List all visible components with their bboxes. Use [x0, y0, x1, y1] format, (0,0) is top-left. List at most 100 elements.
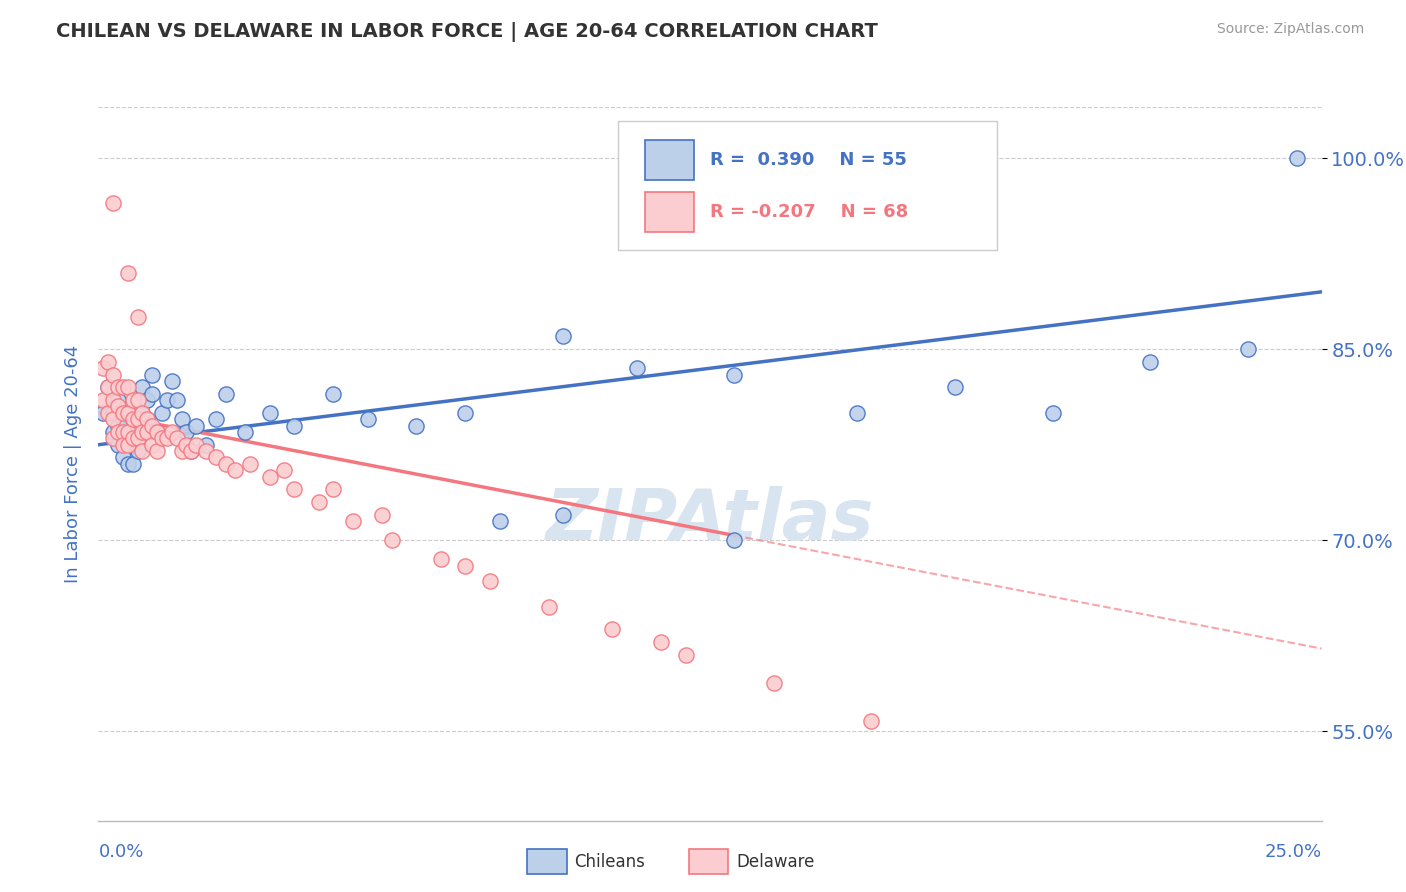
Point	[107, 418, 129, 433]
Point	[111, 406, 134, 420]
Point	[111, 431, 134, 445]
Point	[1139, 355, 1161, 369]
Point	[454, 558, 477, 573]
Point	[121, 431, 143, 445]
Point	[454, 406, 477, 420]
Point	[1042, 406, 1064, 420]
Point	[97, 380, 120, 394]
Point	[342, 514, 364, 528]
Point	[283, 483, 305, 497]
Point	[600, 623, 623, 637]
Text: ZIPAtlas: ZIPAtlas	[546, 486, 875, 556]
Point	[117, 457, 139, 471]
Point	[371, 508, 394, 522]
Point	[205, 412, 228, 426]
Point	[186, 438, 208, 452]
Point	[166, 393, 188, 408]
Point	[131, 425, 153, 439]
FancyBboxPatch shape	[619, 121, 997, 250]
Text: 25.0%: 25.0%	[1264, 843, 1322, 861]
Point	[131, 406, 153, 420]
Point	[91, 361, 114, 376]
Point	[156, 431, 179, 445]
Point	[430, 552, 453, 566]
Point	[170, 444, 193, 458]
Point	[146, 425, 169, 439]
Point	[121, 457, 143, 471]
Point	[553, 329, 575, 343]
Point	[195, 438, 218, 452]
Point	[553, 508, 575, 522]
Point	[195, 444, 218, 458]
Point	[322, 483, 344, 497]
Point	[127, 431, 149, 445]
Point	[97, 406, 120, 420]
Point	[131, 406, 153, 420]
Point	[107, 438, 129, 452]
Point	[107, 380, 129, 394]
Point	[233, 425, 256, 439]
Point	[97, 380, 120, 394]
Y-axis label: In Labor Force | Age 20-64: In Labor Force | Age 20-64	[63, 344, 82, 583]
Point	[101, 425, 124, 439]
Point	[860, 714, 883, 729]
Point	[117, 266, 139, 280]
Point	[845, 406, 868, 420]
Bar	[645, 140, 695, 180]
Point	[160, 425, 183, 439]
Point	[723, 533, 745, 548]
Point	[101, 195, 124, 210]
Text: Delaware: Delaware	[737, 853, 815, 871]
Point	[127, 310, 149, 325]
Point	[205, 450, 228, 465]
Point	[136, 412, 159, 426]
Point	[107, 400, 129, 414]
Text: Source: ZipAtlas.com: Source: ZipAtlas.com	[1216, 22, 1364, 37]
Point	[127, 393, 149, 408]
Text: R = -0.207    N = 68: R = -0.207 N = 68	[710, 203, 908, 221]
Point	[127, 412, 149, 426]
Point	[121, 393, 143, 408]
Point	[180, 444, 202, 458]
Point	[141, 418, 163, 433]
Point	[141, 438, 163, 452]
Point	[537, 599, 560, 614]
Point	[117, 425, 139, 439]
Bar	[645, 192, 695, 232]
Point	[626, 361, 648, 376]
Point	[141, 368, 163, 382]
Point	[273, 463, 295, 477]
Point	[91, 406, 114, 420]
Point	[214, 386, 236, 401]
Point	[224, 463, 246, 477]
Point	[650, 635, 672, 649]
Point	[308, 495, 330, 509]
Point	[146, 444, 169, 458]
Point	[156, 393, 179, 408]
Point	[283, 418, 305, 433]
Point	[478, 574, 501, 588]
Point	[101, 368, 124, 382]
Text: 0.0%: 0.0%	[98, 843, 143, 861]
Point	[166, 431, 188, 445]
Point	[117, 406, 139, 420]
Point	[356, 412, 378, 426]
Point	[488, 514, 510, 528]
Point	[150, 406, 173, 420]
Point	[1237, 342, 1260, 356]
Point	[127, 444, 149, 458]
Point	[723, 368, 745, 382]
Point	[111, 380, 134, 394]
Point	[322, 386, 344, 401]
Point	[117, 380, 139, 394]
Point	[176, 425, 198, 439]
Text: CHILEAN VS DELAWARE IN LABOR FORCE | AGE 20-64 CORRELATION CHART: CHILEAN VS DELAWARE IN LABOR FORCE | AGE…	[56, 22, 879, 42]
Point	[160, 374, 183, 388]
Point	[121, 438, 143, 452]
Point	[170, 412, 193, 426]
Point	[259, 406, 281, 420]
Point	[762, 676, 785, 690]
Point	[131, 380, 153, 394]
Point	[107, 393, 129, 408]
Point	[131, 444, 153, 458]
